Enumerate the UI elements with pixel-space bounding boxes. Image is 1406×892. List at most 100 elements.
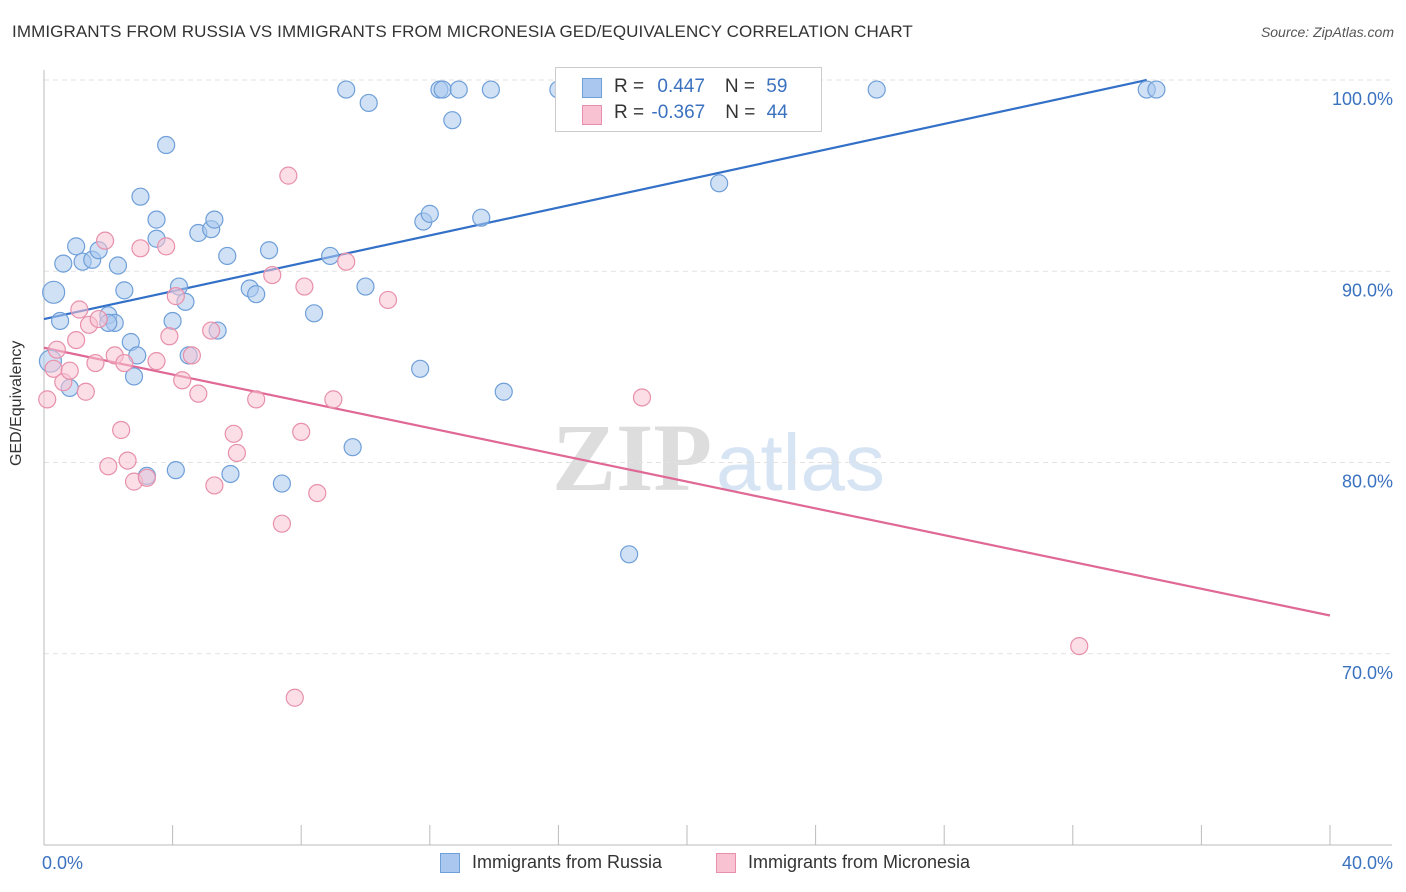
russia-point [343, 438, 362, 457]
micronesia-point [67, 331, 86, 350]
micronesia-point [227, 443, 246, 463]
russia-point [1147, 80, 1166, 99]
micronesia-point [160, 327, 179, 346]
y-tick-label: 80.0% [1342, 472, 1393, 492]
micronesia-point [89, 309, 108, 329]
micronesia-swatch [582, 105, 602, 125]
russia-point [411, 359, 430, 378]
legend-row-micronesia: R = -0.367 N = 44 [614, 102, 788, 124]
micronesia-point [224, 424, 243, 443]
russia-point [163, 311, 182, 331]
y-tick-label: 90.0% [1342, 280, 1393, 300]
micronesia-point [324, 390, 343, 409]
micronesia-r-label: R = [614, 102, 650, 123]
micronesia-point [632, 388, 652, 407]
micronesia-point [247, 390, 266, 409]
russia-point [272, 474, 292, 493]
micronesia-point [378, 290, 398, 310]
russia-point [147, 210, 166, 229]
russia-point [166, 461, 185, 480]
micronesia-point [147, 352, 166, 371]
legend-row-russia: R = 0.447 N = 59 [614, 76, 787, 98]
tick-labels: 70.0% 80.0% 90.0% 100.0% 0.0% 40.0% [42, 89, 1393, 873]
micronesia-point [131, 239, 150, 258]
russia-point [472, 208, 491, 227]
bottom-legend-russia: Immigrants from Russia [440, 852, 662, 873]
micronesia-point [205, 476, 224, 495]
russia-r-value: 0.447 [657, 76, 705, 97]
russia-point [259, 241, 279, 260]
axes [43, 70, 1392, 846]
russia-point [54, 254, 73, 273]
russia-point [449, 80, 468, 99]
micronesia-point [1070, 636, 1089, 656]
micronesia-point [292, 422, 311, 441]
micronesia-point [76, 382, 95, 401]
russia-point [247, 285, 266, 304]
micronesia-point [182, 346, 201, 365]
micronesia-point [279, 166, 298, 185]
micronesia-point [308, 484, 327, 503]
russia-point [205, 210, 224, 229]
russia-point [443, 111, 462, 130]
data-points [38, 80, 1166, 707]
trend-lines [43, 78, 1331, 617]
russia-r-label: R = [614, 76, 650, 97]
micronesia-point [263, 265, 282, 285]
bottom-legend-micronesia: Immigrants from Micronesia [716, 852, 970, 873]
russia-point [359, 93, 378, 113]
micronesia-point [118, 451, 137, 470]
gridlines [44, 79, 1392, 655]
micronesia-n-value: 44 [766, 102, 788, 123]
russia-point [710, 174, 729, 193]
y-tick-label: 100.0% [1332, 89, 1393, 109]
russia-point [221, 464, 240, 484]
russia-legend-label: Immigrants from Russia [472, 852, 663, 872]
micronesia-point [189, 384, 208, 403]
russia-point [620, 545, 639, 564]
micronesia-point [115, 353, 134, 373]
russia-point [420, 204, 439, 223]
russia-point [304, 304, 324, 323]
russia-point [108, 256, 128, 275]
russia-n-value: 59 [766, 76, 788, 97]
micronesia-point [285, 688, 304, 707]
russia-point [433, 80, 452, 99]
micronesia-point [173, 371, 192, 390]
russia-n-label: N = [724, 76, 761, 97]
y-tick-label: 70.0% [1342, 663, 1393, 683]
russia-swatch [582, 78, 602, 98]
chart-title: IMMIGRANTS FROM RUSSIA VS IMMIGRANTS FRO… [12, 22, 913, 41]
micronesia-legend-label: Immigrants from Micronesia [748, 852, 971, 872]
micronesia-point [166, 287, 185, 306]
micronesia-point [202, 321, 221, 340]
correlation-legend: R = 0.447 N = 59 R = -0.367 N = 44 [555, 67, 822, 132]
micronesia-point [70, 300, 89, 319]
russia-point [124, 367, 144, 386]
micronesia-point [95, 231, 115, 250]
micronesia-point [112, 420, 131, 440]
micronesia-point [295, 277, 314, 296]
russia-legend-swatch [440, 853, 460, 873]
x-tick-label: 40.0% [1342, 853, 1393, 873]
russia-point [42, 280, 66, 304]
micronesia-point [99, 457, 118, 476]
watermark-zip: ZIP [552, 404, 712, 511]
micronesia-point [337, 252, 356, 271]
zipatlas-watermark: ZIP atlas [552, 404, 885, 511]
russia-point [115, 281, 134, 300]
source-note: Source: ZipAtlas.com [1260, 24, 1394, 40]
russia-point [481, 80, 500, 99]
micronesia-point [272, 514, 292, 533]
micronesia-legend-swatch [716, 853, 736, 873]
russia-point [867, 80, 886, 99]
micronesia-r-value: -0.367 [651, 102, 706, 123]
micronesia-n-label: N = [725, 102, 761, 123]
micronesia-point [60, 361, 79, 380]
russia-point [321, 246, 340, 266]
russia-point [157, 135, 176, 155]
micronesia-point [86, 353, 105, 373]
russia-trend-line [43, 78, 1147, 321]
russia-point [218, 246, 237, 266]
